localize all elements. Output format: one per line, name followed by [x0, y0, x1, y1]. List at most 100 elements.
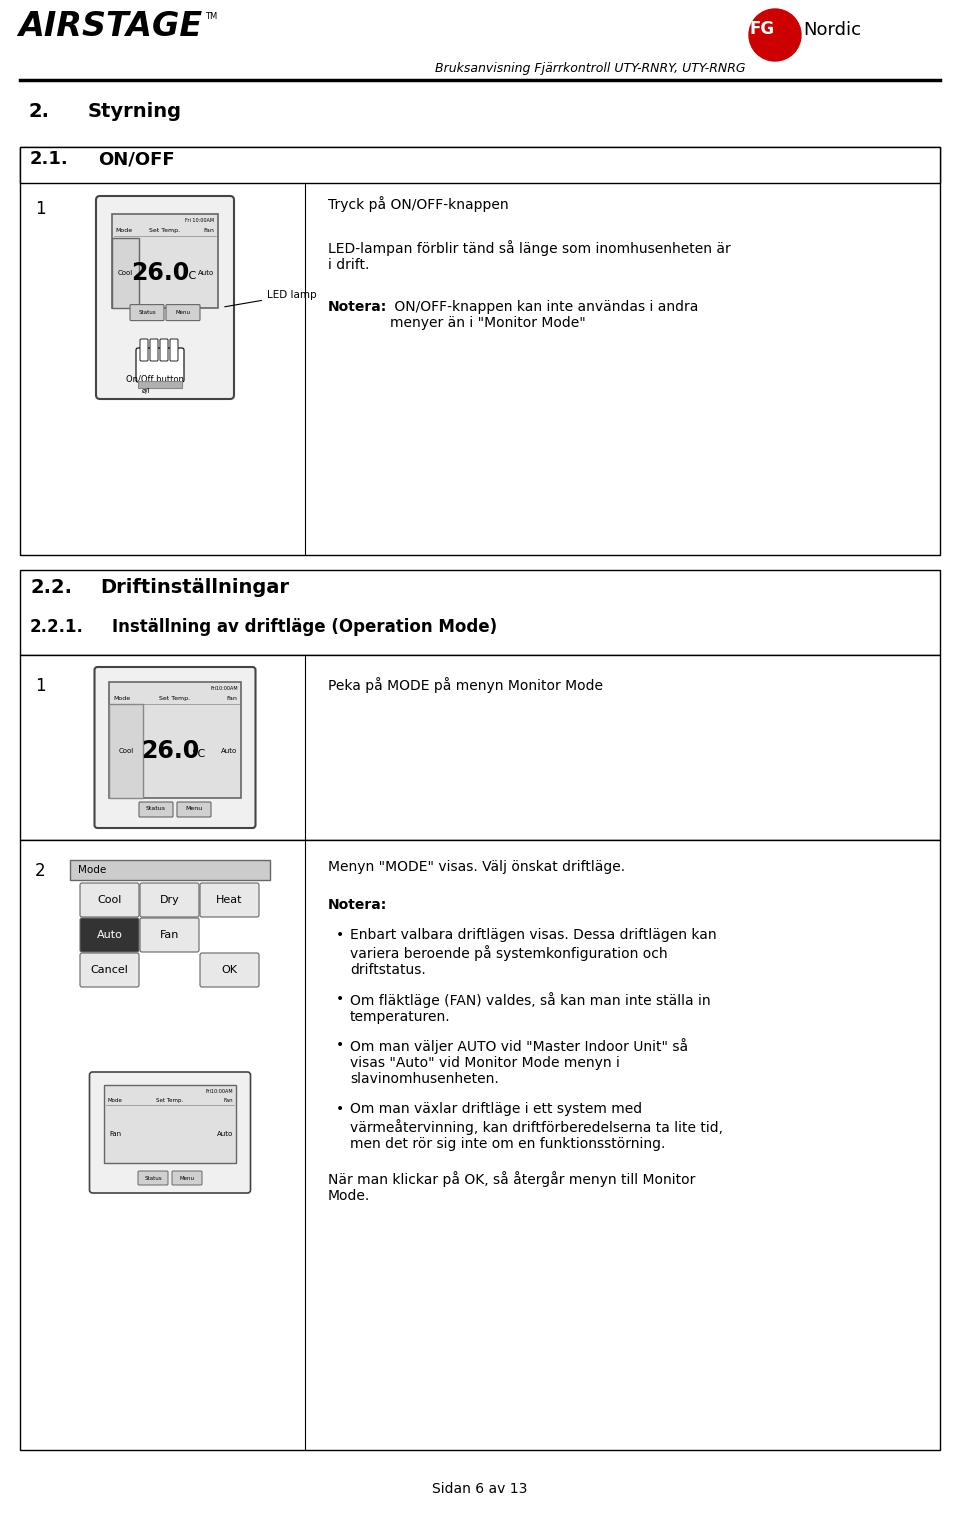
Bar — [20, 570, 940, 655]
FancyBboxPatch shape — [136, 348, 184, 382]
Bar — [104, 1085, 236, 1163]
FancyBboxPatch shape — [200, 883, 259, 917]
Text: ø/I: ø/I — [142, 388, 151, 394]
Text: Auto: Auto — [198, 271, 214, 275]
Text: Fan: Fan — [224, 1097, 233, 1104]
Text: Om man växlar driftläge i ett system med
värmeåtervinning, kan driftförberedelse: Om man växlar driftläge i ett system med… — [350, 1102, 723, 1151]
FancyBboxPatch shape — [80, 953, 139, 986]
Text: Cool: Cool — [97, 895, 122, 904]
Text: Mode: Mode — [108, 1097, 122, 1104]
Bar — [109, 682, 241, 798]
FancyBboxPatch shape — [80, 918, 139, 952]
FancyBboxPatch shape — [160, 339, 168, 362]
Text: Driftinställningar: Driftinställningar — [100, 578, 289, 597]
Text: Fri10:00AM: Fri10:00AM — [210, 686, 238, 692]
Text: LED lamp: LED lamp — [225, 290, 317, 307]
Text: 26.0: 26.0 — [141, 739, 199, 763]
Text: Set Temp.: Set Temp. — [156, 1097, 183, 1104]
Text: Status: Status — [146, 807, 166, 812]
Bar — [111, 214, 218, 307]
Bar — [109, 704, 143, 798]
Text: Mode: Mode — [78, 865, 107, 876]
Text: Set Temp.: Set Temp. — [150, 228, 180, 233]
FancyBboxPatch shape — [172, 1170, 202, 1186]
Text: Styrning: Styrning — [88, 102, 182, 122]
Text: Auto: Auto — [217, 1131, 233, 1137]
Text: 2.2.: 2.2. — [30, 578, 72, 597]
Text: LED-lampan förblir tänd så länge som inomhusenheten är
i drift.: LED-lampan förblir tänd så länge som ino… — [328, 240, 731, 272]
Text: Notera:: Notera: — [328, 299, 387, 315]
Text: Cancel: Cancel — [90, 965, 129, 974]
Text: TM: TM — [205, 12, 217, 21]
Text: Om fläktläge (FAN) valdes, så kan man inte ställa in
temperaturen.: Om fläktläge (FAN) valdes, så kan man in… — [350, 993, 710, 1024]
Bar — [20, 147, 940, 182]
FancyBboxPatch shape — [80, 883, 139, 917]
Text: Bruksanvisning Fjärrkontroll UTY-RNRY, UTY-RNRG: Bruksanvisning Fjärrkontroll UTY-RNRY, U… — [435, 62, 745, 74]
FancyBboxPatch shape — [140, 918, 199, 952]
Bar — [20, 147, 940, 555]
Text: Menyn "MODE" visas. Välj önskat driftläge.: Menyn "MODE" visas. Välj önskat driftläg… — [328, 860, 625, 874]
Text: 26.0: 26.0 — [131, 261, 189, 284]
Text: Cool: Cool — [119, 748, 133, 754]
Text: Fri10:00AM: Fri10:00AM — [205, 1088, 233, 1094]
Text: När man klickar på OK, så återgår menyn till Monitor
Mode.: När man klickar på OK, så återgår menyn … — [328, 1170, 695, 1204]
FancyBboxPatch shape — [140, 883, 199, 917]
FancyBboxPatch shape — [170, 339, 178, 362]
Bar — [20, 655, 940, 841]
Text: Dry: Dry — [159, 895, 180, 904]
Bar — [20, 841, 940, 1450]
Text: Auto: Auto — [221, 748, 237, 754]
Text: AIRSTAGE: AIRSTAGE — [18, 11, 203, 43]
Text: Om man väljer AUTO vid "Master Indoor Unit" så
visas "Auto" vid Monitor Mode men: Om man väljer AUTO vid "Master Indoor Un… — [350, 1038, 688, 1087]
FancyBboxPatch shape — [138, 1170, 168, 1186]
Text: Fan: Fan — [159, 930, 180, 939]
Text: ON/OFF: ON/OFF — [98, 150, 175, 169]
Text: Auto: Auto — [97, 930, 123, 939]
Text: Status: Status — [144, 1175, 162, 1181]
Text: Menu: Menu — [180, 1175, 195, 1181]
Text: 1: 1 — [35, 201, 46, 217]
FancyBboxPatch shape — [177, 803, 211, 818]
Text: Fan: Fan — [109, 1131, 121, 1137]
Text: Tryck på ON/OFF-knappen: Tryck på ON/OFF-knappen — [328, 196, 509, 211]
Text: Status: Status — [138, 310, 156, 315]
Text: Menu: Menu — [185, 807, 203, 812]
Text: Inställning av driftläge (Operation Mode): Inställning av driftläge (Operation Mode… — [112, 619, 497, 635]
Text: Heat: Heat — [216, 895, 243, 904]
Text: 2.: 2. — [28, 102, 49, 122]
Text: OK: OK — [222, 965, 237, 974]
Text: °C: °C — [192, 749, 205, 758]
Text: Cool: Cool — [118, 271, 133, 275]
Text: Sidan 6 av 13: Sidan 6 av 13 — [432, 1482, 528, 1496]
Text: 2.2.1.: 2.2.1. — [30, 619, 84, 635]
FancyBboxPatch shape — [89, 1072, 251, 1193]
Text: •: • — [336, 993, 345, 1006]
Text: 2: 2 — [35, 862, 46, 880]
FancyBboxPatch shape — [139, 803, 173, 818]
Text: Mode: Mode — [116, 228, 132, 233]
Text: 1: 1 — [35, 676, 46, 695]
Text: •: • — [336, 929, 345, 942]
Text: Nordic: Nordic — [803, 21, 861, 40]
Text: Mode: Mode — [113, 696, 131, 701]
FancyBboxPatch shape — [140, 339, 148, 362]
Text: °C: °C — [183, 271, 196, 281]
Circle shape — [749, 9, 801, 61]
FancyBboxPatch shape — [94, 667, 255, 828]
Text: Notera:: Notera: — [328, 898, 387, 912]
Bar — [70, 860, 270, 880]
Text: Set Temp.: Set Temp. — [159, 696, 191, 701]
Text: Fan: Fan — [204, 228, 214, 233]
Bar — [138, 382, 182, 388]
Text: •: • — [336, 1038, 345, 1052]
Text: Fan: Fan — [226, 696, 237, 701]
Bar — [111, 239, 139, 307]
Text: On/Off button: On/Off button — [126, 375, 184, 385]
FancyBboxPatch shape — [130, 304, 164, 321]
Text: FG: FG — [750, 20, 775, 38]
FancyBboxPatch shape — [150, 339, 158, 362]
Text: Peka på MODE på menyn Monitor Mode: Peka på MODE på menyn Monitor Mode — [328, 676, 603, 693]
Text: Menu: Menu — [176, 310, 190, 315]
FancyBboxPatch shape — [200, 953, 259, 986]
Text: ON/OFF-knappen kan inte användas i andra
menyer än i "Monitor Mode": ON/OFF-knappen kan inte användas i andra… — [390, 299, 698, 330]
